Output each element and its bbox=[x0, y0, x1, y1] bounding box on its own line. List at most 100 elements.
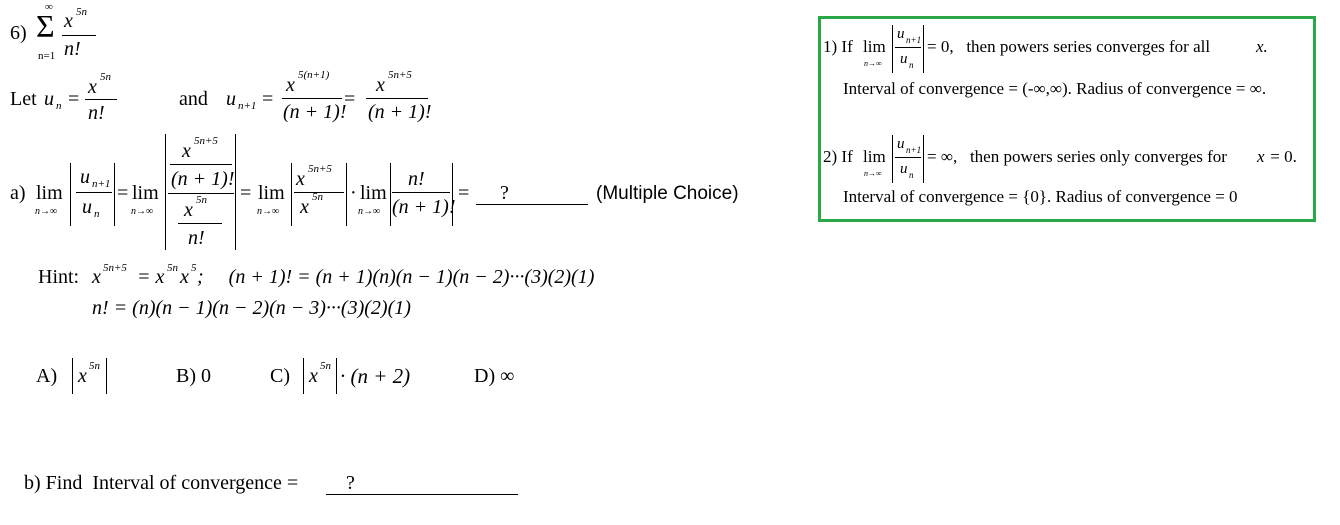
problem-number: 6) bbox=[10, 22, 27, 44]
rule1-suffix: = 0, then powers series converges for al… bbox=[927, 37, 1211, 56]
hint-x3-exponent: 5 bbox=[191, 262, 197, 274]
big-frac-main-bar bbox=[168, 193, 234, 194]
frac3-bar bbox=[294, 192, 344, 193]
un-denominator: n! bbox=[88, 102, 105, 124]
un1-equals: = bbox=[262, 88, 274, 110]
hint-x2-exponent: 5n bbox=[167, 262, 178, 274]
rule2-suffix: = ∞, then powers series only converges f… bbox=[927, 147, 1227, 166]
choice-c-exponent: 5n bbox=[320, 360, 331, 372]
rule1-abs-left bbox=[892, 25, 893, 73]
un1-fraction-bar-b bbox=[366, 98, 428, 99]
hint-x1: x bbox=[92, 266, 101, 288]
un1-fraction-bar-a bbox=[282, 98, 342, 99]
frac4-bar bbox=[392, 192, 450, 193]
un1-equals-b: = bbox=[344, 88, 356, 110]
choice-b[interactable]: B) 0 bbox=[176, 365, 211, 387]
big-frac-bottom-exponent: 5n bbox=[196, 194, 207, 206]
hint-label: Hint: bbox=[38, 266, 80, 288]
let-word: Let bbox=[10, 88, 37, 110]
rule1-lim: lim bbox=[863, 37, 886, 56]
lim-2: lim bbox=[132, 182, 159, 204]
rule2-frac-num: u bbox=[897, 136, 905, 152]
lim-1-subscript: n→∞ bbox=[35, 206, 58, 217]
lim-2-subscript: n→∞ bbox=[131, 206, 154, 217]
part-a-answer[interactable]: ? bbox=[500, 182, 509, 204]
rule1-frac-den-sub: n bbox=[909, 60, 914, 70]
un-fraction-bar bbox=[85, 99, 117, 100]
summation-symbol: Σ bbox=[36, 8, 55, 44]
big-frac-inner-bar-2 bbox=[178, 223, 222, 224]
part-b-answer[interactable]: ? bbox=[346, 472, 355, 494]
ratio-denominator: u bbox=[82, 196, 92, 218]
rule2-interval: Interval of convergence = {0}. Radius of… bbox=[843, 187, 1238, 206]
sum-denominator: n! bbox=[64, 38, 81, 60]
choice-c-abs-right bbox=[336, 358, 337, 394]
choice-c-rest: · (n + 2) bbox=[340, 364, 411, 388]
part-b-text: b) Find Interval of convergence = bbox=[24, 472, 299, 494]
lim-4-subscript: n→∞ bbox=[358, 206, 381, 217]
choice-a-label[interactable]: A) bbox=[36, 365, 58, 387]
lim-1: lim bbox=[36, 182, 63, 204]
frac4-denominator: (n + 1)! bbox=[392, 196, 456, 218]
choice-c-abs-left bbox=[303, 358, 304, 394]
equals-1: = bbox=[117, 182, 129, 204]
choice-c-label[interactable]: C) bbox=[270, 365, 290, 387]
rule1-abs-right bbox=[923, 25, 924, 73]
choice-a-abs-left bbox=[72, 358, 73, 394]
rule2-frac-den-sub: n bbox=[909, 170, 914, 180]
rule1-interval: Interval of convergence = (-∞,∞). Radius… bbox=[843, 79, 1267, 98]
un-numerator: x bbox=[88, 76, 97, 98]
abs-bar-4-left bbox=[390, 163, 391, 226]
un-equals: = bbox=[68, 88, 80, 110]
ratio-fraction-bar bbox=[76, 192, 112, 193]
abs-bar-3-left bbox=[291, 163, 292, 226]
frac4-numerator: n! bbox=[408, 168, 425, 190]
un-subscript: n bbox=[56, 100, 62, 112]
multiple-choice-label: (Multiple Choice) bbox=[596, 183, 739, 204]
part-b-answer-line bbox=[326, 494, 518, 495]
abs-bar-4-right bbox=[452, 163, 453, 226]
equals-2: = bbox=[240, 182, 252, 204]
abs-bar-1-left bbox=[70, 163, 71, 226]
big-frac-top-denominator: (n + 1)! bbox=[171, 168, 235, 190]
rule2-variable: x bbox=[1257, 147, 1265, 166]
big-frac-inner-bar-1 bbox=[170, 164, 232, 165]
rule1-variable: x. bbox=[1256, 37, 1268, 56]
rule2-lim-subscript: n→∞ bbox=[864, 169, 882, 178]
frac3-numerator-exponent: 5n+5 bbox=[308, 163, 332, 175]
convergence-rules-box: 1) If lim n→∞ u n+1 u n = 0, then powers… bbox=[818, 16, 1316, 222]
choice-c-x: x bbox=[309, 365, 318, 387]
rule2-frac-num-sub: n+1 bbox=[906, 145, 922, 155]
big-frac-bottom-denominator: n! bbox=[188, 227, 205, 249]
choice-a-x: x bbox=[78, 365, 87, 387]
hint-line1-rest: ; (n + 1)! = (n + 1)(n)(n − 1)(n − 2)···… bbox=[197, 266, 595, 288]
un1-symbol: u bbox=[226, 88, 236, 110]
un1-numerator-b: x bbox=[376, 74, 385, 96]
choice-a-exponent: 5n bbox=[89, 360, 100, 372]
rule2-variable-tail: = 0. bbox=[1266, 147, 1297, 166]
un1-subscript: n+1 bbox=[238, 100, 257, 112]
sum-fraction-bar bbox=[62, 35, 96, 36]
rule1-lim-subscript: n→∞ bbox=[864, 59, 882, 68]
lim-4: lim bbox=[360, 182, 387, 204]
part-a-label: a) bbox=[10, 182, 26, 204]
sum-lower-limit: n=1 bbox=[38, 50, 56, 62]
rule2-abs-right bbox=[923, 135, 924, 183]
ratio-denominator-subscript: n bbox=[94, 208, 100, 220]
un1-numerator-a: x bbox=[286, 74, 295, 96]
un1-numerator-a-exponent: 5(n+1) bbox=[298, 69, 330, 81]
hint-x1-exponent: 5n+5 bbox=[103, 262, 127, 274]
choice-d[interactable]: D) ∞ bbox=[474, 365, 515, 387]
frac3-denominator-exponent: 5n bbox=[312, 191, 323, 203]
un1-denominator-a: (n + 1)! bbox=[283, 101, 347, 123]
hint-line2: n! = (n)(n − 1)(n − 2)(n − 3)···(3)(2)(1… bbox=[92, 297, 411, 319]
lim-3-subscript: n→∞ bbox=[257, 206, 280, 217]
choice-a-abs-right bbox=[106, 358, 107, 394]
big-frac-top-exponent: 5n+5 bbox=[194, 135, 218, 147]
lim-3: lim bbox=[258, 182, 285, 204]
hint-x3: x bbox=[180, 266, 189, 288]
part-a-answer-line bbox=[476, 204, 588, 205]
rule1-frac-num: u bbox=[897, 26, 905, 42]
sum-upper-limit: ∞ bbox=[45, 1, 53, 13]
product-dot: · bbox=[350, 182, 357, 204]
